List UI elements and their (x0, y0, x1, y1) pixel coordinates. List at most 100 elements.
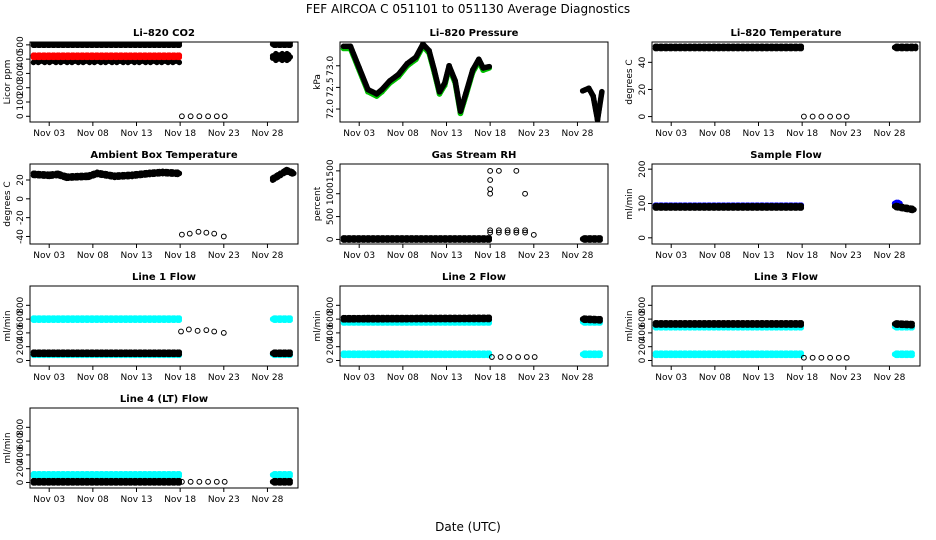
data-point (522, 229, 528, 236)
x-tick-label: Nov 03 (655, 129, 687, 139)
panel-title: Line 1 Flow (132, 272, 196, 283)
x-tick-label: Nov 03 (33, 251, 65, 261)
x-tick-label: Nov 23 (830, 373, 862, 383)
data-point (798, 203, 805, 209)
y-axis-label: ml/min (3, 432, 13, 463)
y-tick-label: 400 (16, 324, 26, 341)
x-tick-label: Nov 18 (474, 373, 506, 383)
data-point (488, 354, 495, 360)
x-tick-label: Nov 13 (431, 251, 463, 261)
y-tick-label: 0 (16, 479, 26, 485)
x-tick-label: Nov 28 (252, 251, 284, 261)
data-point (176, 170, 183, 177)
x-tick-label: Nov 13 (431, 129, 463, 139)
plot-body (30, 315, 293, 359)
data-point (909, 350, 915, 356)
data-point (798, 320, 805, 326)
plot-body (30, 42, 293, 120)
data-point (513, 167, 520, 174)
x-tick-label: Nov 28 (562, 373, 594, 383)
data-point (599, 88, 605, 95)
y-axis-label: degrees C (625, 59, 635, 104)
y-tick-label: 72.5 (326, 77, 336, 97)
series-zero (800, 113, 850, 120)
series-black-mid (178, 326, 227, 336)
x-tick-label: Nov 08 (387, 373, 419, 383)
x-tick-label: Nov 23 (208, 495, 240, 505)
series-black (340, 42, 493, 114)
x-tick-label: Nov 18 (786, 251, 818, 261)
x-tick-label: Nov 13 (743, 373, 775, 383)
series-black (652, 43, 919, 52)
y-tick-label: 0 (638, 235, 648, 241)
plot-body (340, 42, 605, 122)
y-tick-label: 400 (638, 324, 648, 341)
x-tick-label: Nov 23 (830, 251, 862, 261)
data-point (287, 54, 293, 60)
plot-frame (339, 41, 609, 123)
data-point (290, 170, 297, 177)
plot-frame (29, 407, 299, 489)
x-tick-label: Nov 03 (33, 129, 65, 139)
x-tick-label: Nov 28 (562, 251, 594, 261)
data-point (531, 354, 538, 360)
x-tick-label: Nov 13 (121, 129, 153, 139)
x-tick-label: Nov 08 (699, 251, 731, 261)
y-tick-label: 200 (638, 160, 648, 177)
data-point (495, 227, 502, 234)
panel-title: Line 4 (LT) Flow (120, 394, 208, 405)
figure-title: FEF AIRCOA C 051101 to 051130 Average Di… (306, 2, 630, 16)
data-point (187, 113, 194, 120)
y-tick-label: 800 (16, 296, 26, 313)
panel-title: Line 3 Flow (754, 272, 818, 283)
y-tick-label: 600 (16, 310, 26, 327)
data-point (220, 233, 227, 240)
data-point (287, 470, 293, 477)
data-point (487, 229, 494, 236)
x-tick-label: Nov 23 (208, 251, 240, 261)
series-zero (178, 478, 228, 485)
data-point (221, 478, 228, 485)
data-point (530, 231, 537, 238)
y-axis-label: ml/min (625, 188, 635, 219)
series-cyan-low (652, 350, 915, 359)
data-point (176, 315, 183, 321)
y-tick-label: 20 (16, 174, 26, 186)
x-tick-label: Nov 28 (252, 373, 284, 383)
y-axis-label: ml/min (625, 310, 635, 341)
plot-body (652, 43, 919, 120)
plot-frame (29, 285, 299, 367)
x-tick-label: Nov 13 (743, 251, 775, 261)
series-black-end (269, 166, 297, 183)
data-point (497, 354, 504, 360)
data-point (495, 229, 502, 236)
data-point (211, 230, 218, 237)
y-tick-label: 500 (326, 208, 336, 225)
plot-body (652, 199, 917, 214)
series-zero (178, 113, 228, 120)
x-tick-label: Nov 23 (208, 129, 240, 139)
data-point (843, 354, 850, 361)
plot-body (652, 320, 915, 361)
x-tick-label: Nov 18 (474, 129, 506, 139)
y-axis-label: percent (313, 186, 323, 221)
data-point (800, 354, 807, 361)
x-tick-label: Nov 08 (77, 251, 109, 261)
data-point (515, 354, 521, 360)
x-tick-label: Nov 13 (431, 373, 463, 383)
y-tick-label: 200 (326, 338, 336, 355)
data-point (597, 235, 603, 241)
data-point (486, 63, 493, 70)
x-tick-label: Nov 18 (164, 495, 196, 505)
data-point (504, 227, 511, 234)
data-point (513, 229, 520, 236)
series-cyan-low (340, 350, 603, 359)
data-point (287, 349, 293, 355)
y-tick-label: 0 (16, 196, 26, 202)
data-point (597, 315, 603, 322)
y-tick-label: 200 (16, 79, 26, 96)
series-black (340, 314, 603, 324)
